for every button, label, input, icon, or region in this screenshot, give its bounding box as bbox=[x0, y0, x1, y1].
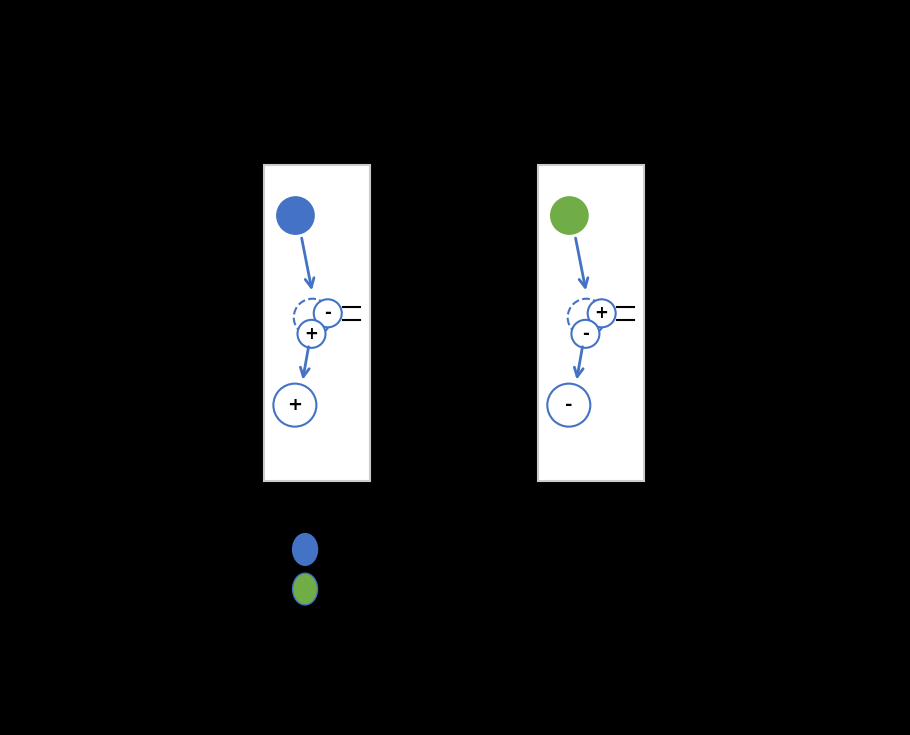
Text: +: + bbox=[305, 325, 318, 343]
Circle shape bbox=[547, 384, 591, 426]
Circle shape bbox=[277, 197, 314, 234]
Circle shape bbox=[551, 197, 588, 234]
Circle shape bbox=[314, 299, 342, 327]
Bar bbox=[538, 165, 644, 481]
Circle shape bbox=[588, 299, 616, 327]
Ellipse shape bbox=[293, 534, 318, 565]
Circle shape bbox=[298, 320, 326, 348]
Bar bbox=[264, 165, 370, 481]
Text: -: - bbox=[582, 325, 589, 343]
Circle shape bbox=[273, 384, 317, 426]
Text: -: - bbox=[324, 304, 331, 323]
Text: +: + bbox=[595, 304, 609, 323]
Circle shape bbox=[571, 320, 600, 348]
Text: -: - bbox=[565, 396, 572, 414]
Text: +: + bbox=[288, 396, 302, 414]
Ellipse shape bbox=[293, 573, 318, 605]
